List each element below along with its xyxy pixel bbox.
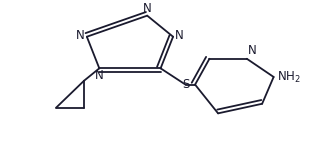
Text: N: N xyxy=(248,44,257,57)
Text: N: N xyxy=(76,29,85,42)
Text: N: N xyxy=(175,29,184,42)
Text: S: S xyxy=(182,78,189,91)
Text: N: N xyxy=(143,2,151,15)
Text: NH$_2$: NH$_2$ xyxy=(277,69,301,85)
Text: N: N xyxy=(95,69,104,82)
